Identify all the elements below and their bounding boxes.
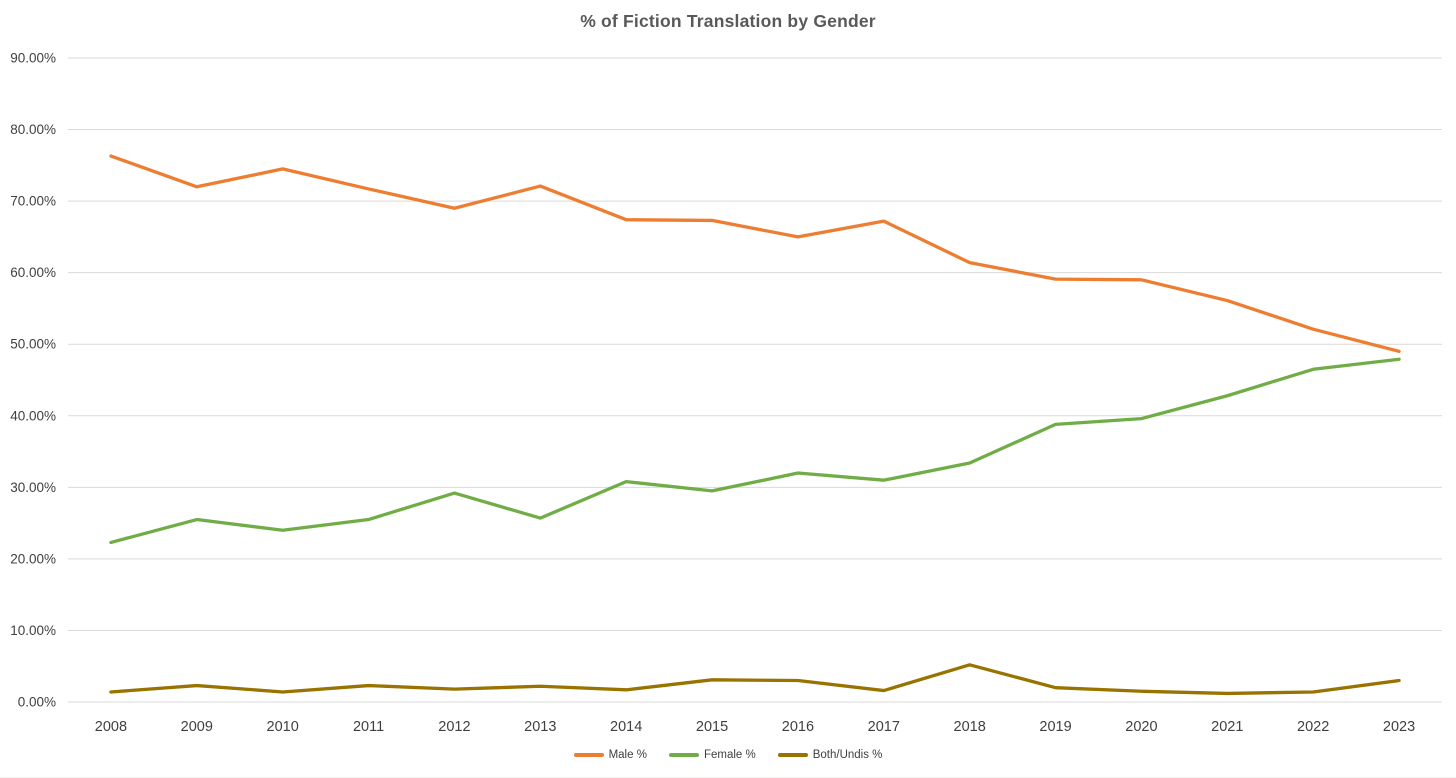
y-axis-tick-label: 70.00%: [10, 194, 56, 209]
female-series-swatch: [668, 753, 699, 757]
chart-legend: Male % Female % Both/Undis %: [0, 749, 1456, 761]
legend-item-both-undis: Both/Undis %: [777, 749, 883, 761]
line-chart: 0.00% 10.00% 20.00% 30.00% 40.00% 50.00% 60.00…: [10, 51, 1442, 735]
series-line-female-: [109, 357, 1401, 545]
male-series-swatch: [573, 753, 604, 757]
x-axis-tick-label: 2023: [1383, 719, 1415, 735]
x-axis-tick-label: 2018: [954, 719, 986, 735]
y-axis-tick-label: 90.00%: [10, 51, 56, 66]
y-axis-tick-label: 80.00%: [10, 122, 56, 137]
x-axis-tick-label: 2012: [438, 719, 470, 735]
x-axis-tick-label: 2019: [1039, 719, 1071, 735]
legend-label-both-undis: Both/Undis %: [812, 749, 883, 761]
x-axis-tick-label: 2015: [696, 719, 728, 735]
y-axis-tick-label: 60.00%: [10, 265, 56, 280]
chart-title: % of Fiction Translation by Gender: [580, 11, 876, 31]
x-axis-tick-label: 2011: [353, 719, 384, 735]
x-axis-tick-label: 2020: [1125, 719, 1157, 735]
legend-item-male: Male %: [573, 749, 647, 761]
x-axis-tick-label: 2014: [610, 719, 642, 735]
legend-label-female: Female %: [703, 749, 756, 761]
legend-label-male: Male %: [608, 749, 647, 761]
y-axis-tick-label: 50.00%: [10, 337, 56, 352]
y-axis-tick-label: 10.00%: [10, 623, 56, 638]
y-axis-tick-label: 30.00%: [10, 480, 56, 495]
y-axis-tick-label: 40.00%: [10, 408, 56, 423]
series-line-male-: [109, 154, 1401, 354]
x-axis-tick-label: 2017: [868, 719, 900, 735]
x-axis-tick-label: 2013: [524, 719, 556, 735]
both-undis-series-swatch: [777, 753, 808, 757]
x-axis-tick-label: 2010: [267, 719, 299, 735]
x-axis-tick-label: 2008: [95, 719, 127, 735]
x-axis-tick-label: 2022: [1297, 719, 1329, 735]
legend-item-female: Female %: [668, 749, 756, 761]
y-axis-tick-label: 20.00%: [10, 551, 56, 566]
x-axis-tick-label: 2009: [181, 719, 213, 735]
series-line-both-undis-: [109, 663, 1401, 696]
x-axis-tick-label: 2016: [782, 719, 814, 735]
y-axis-tick-label: 0.00%: [18, 695, 56, 710]
x-axis-tick-label: 2021: [1211, 719, 1243, 735]
